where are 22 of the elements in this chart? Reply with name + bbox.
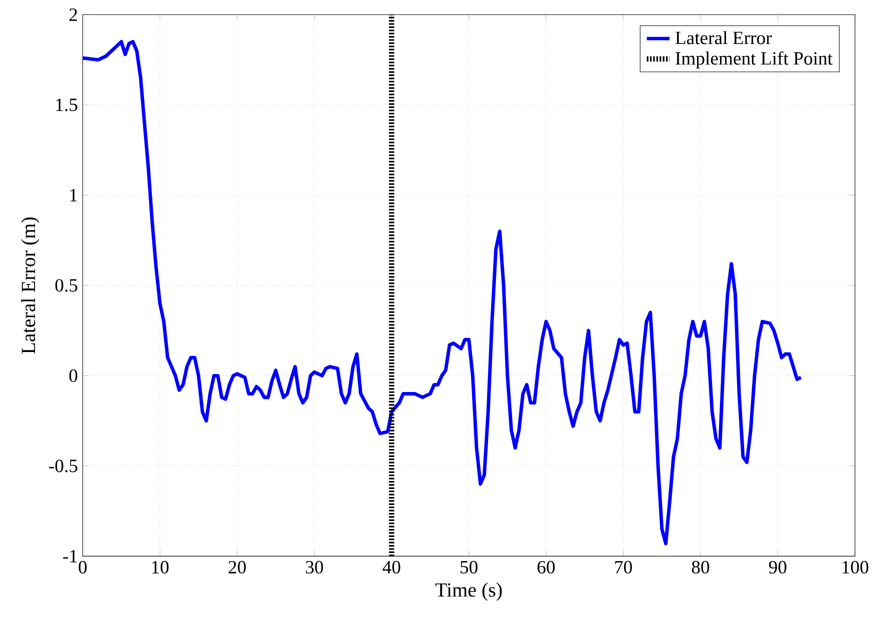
x-tick-label: 90 <box>769 560 786 574</box>
legend-label: Lateral Error <box>675 30 772 44</box>
ref-line-label: Implement Lift Point <box>676 51 833 68</box>
y-tick-label: 1 <box>70 188 77 202</box>
y-tick-label: -0.5 <box>49 459 78 472</box>
x-tick-label: 10 <box>152 560 169 574</box>
y-tick-label: 2 <box>69 8 77 21</box>
x-tick-label: 50 <box>460 560 478 574</box>
x-tick-label: 30 <box>306 560 324 574</box>
y-tick-label: -1 <box>63 550 77 562</box>
y-axis-title: Lateral Error (m) <box>21 217 40 354</box>
y-tick-label: 0.5 <box>55 278 78 292</box>
x-axis-title: Time (s) <box>435 582 502 601</box>
x-tick-label: 40 <box>382 560 400 574</box>
y-tick-label: 1.5 <box>56 98 78 112</box>
x-tick-label: 20 <box>228 560 246 574</box>
x-tick-label: 0 <box>78 560 87 574</box>
x-tick-label: 100 <box>842 560 868 574</box>
x-tick-label: 60 <box>538 560 555 574</box>
x-tick-label: 80 <box>692 560 710 574</box>
x-tick-label: 70 <box>615 560 632 574</box>
y-tick-label: 0 <box>69 369 78 382</box>
